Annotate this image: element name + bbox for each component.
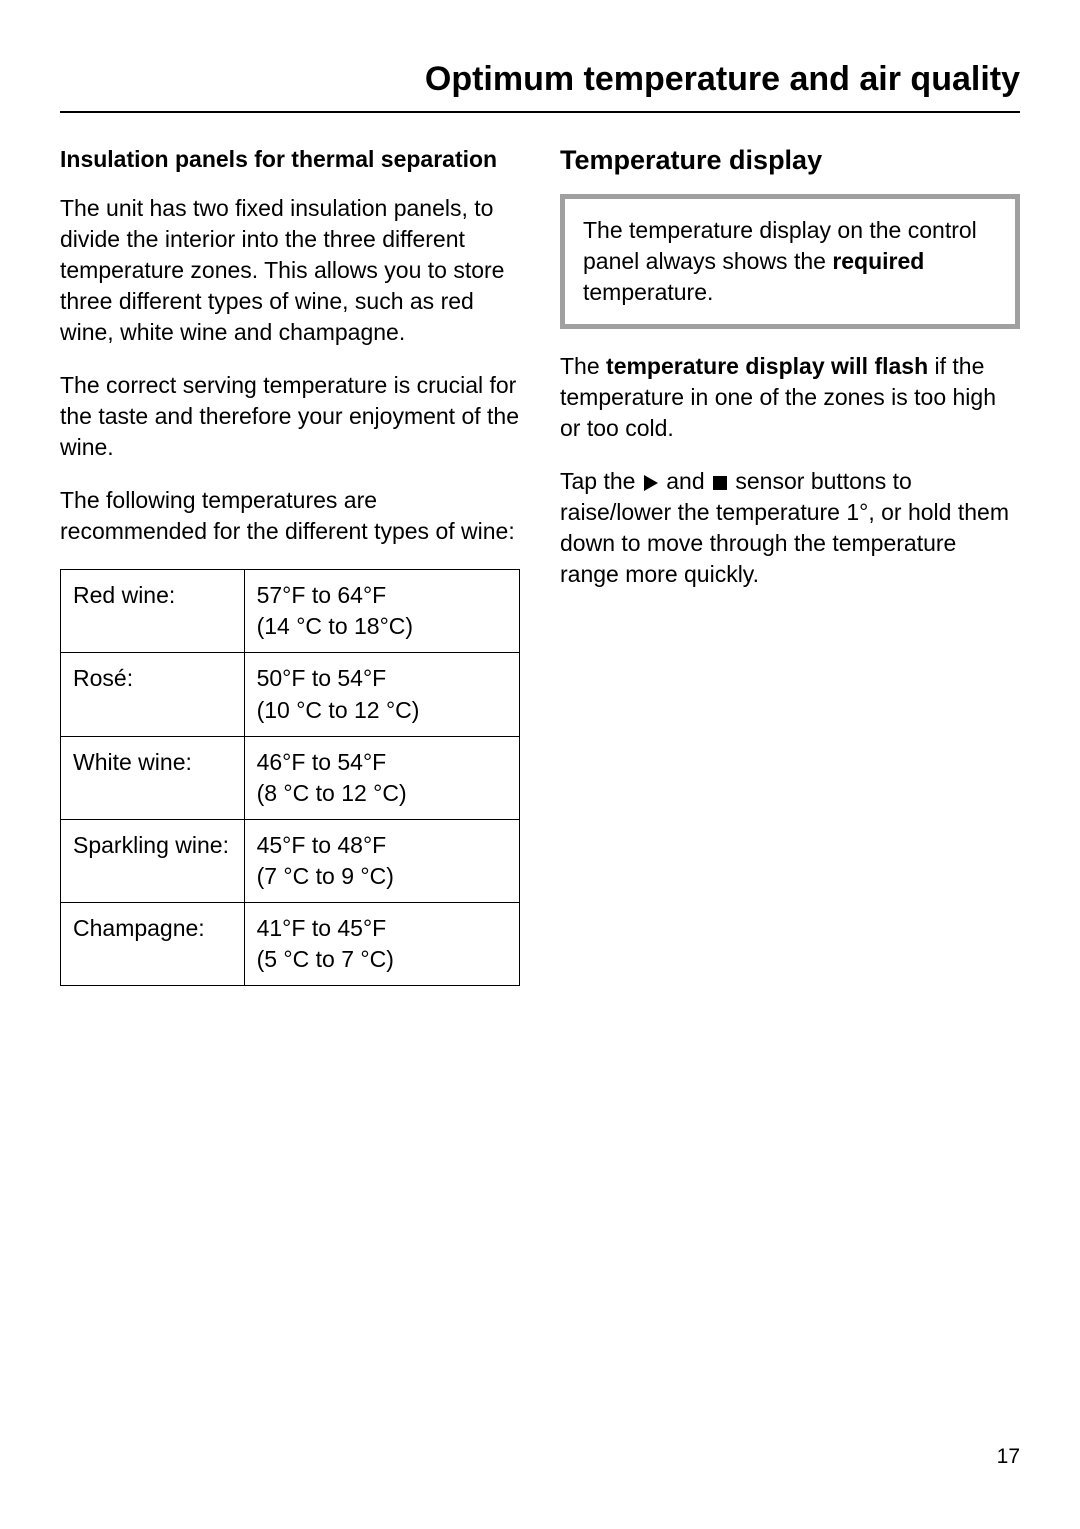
temperature-cell: 50°F to 54°F (10 °C to 12 °C) xyxy=(244,653,519,736)
page-number: 17 xyxy=(997,1445,1020,1469)
wine-type-cell: Champagne: xyxy=(61,902,245,985)
temperature-cell: 46°F to 54°F (8 °C to 12 °C) xyxy=(244,736,519,819)
triangle-right-icon xyxy=(644,475,658,491)
temperature-cell: 41°F to 45°F (5 °C to 7 °C) xyxy=(244,902,519,985)
insulation-p1: The unit has two fixed insulation panels… xyxy=(60,193,520,348)
content-columns: Insulation panels for thermal separation… xyxy=(60,145,1020,986)
sensor-buttons-paragraph: Tap the and sensor buttons to raise/lowe… xyxy=(560,466,1020,590)
wine-type-cell: Rosé: xyxy=(61,653,245,736)
table-row: Sparkling wine: 45°F to 48°F (7 °C to 9 … xyxy=(61,819,520,902)
table-row: Champagne: 41°F to 45°F (5 °C to 7 °C) xyxy=(61,902,520,985)
square-icon xyxy=(713,476,727,490)
callout-box: The temperature display on the control p… xyxy=(560,194,1020,329)
flash-paragraph: The temperature display will flash if th… xyxy=(560,351,1020,444)
insulation-heading: Insulation panels for thermal separation xyxy=(60,145,520,175)
wine-type-cell: Red wine: xyxy=(61,570,245,653)
table-row: Rosé: 50°F to 54°F (10 °C to 12 °C) xyxy=(61,653,520,736)
temperature-cell: 45°F to 48°F (7 °C to 9 °C) xyxy=(244,819,519,902)
page-title: Optimum temperature and air quality xyxy=(60,60,1020,113)
temperature-cell: 57°F to 64°F (14 °C to 18°C) xyxy=(244,570,519,653)
wine-type-cell: Sparkling wine: xyxy=(61,819,245,902)
table-row: White wine: 46°F to 54°F (8 °C to 12 °C) xyxy=(61,736,520,819)
insulation-p3: The following temperatures are recommend… xyxy=(60,485,520,547)
insulation-p2: The correct serving temperature is cruci… xyxy=(60,370,520,463)
right-column: Temperature display The temperature disp… xyxy=(560,145,1020,986)
table-row: Red wine: 57°F to 64°F (14 °C to 18°C) xyxy=(61,570,520,653)
left-column: Insulation panels for thermal separation… xyxy=(60,145,520,986)
callout-text: The temperature display on the control p… xyxy=(583,215,997,308)
temperature-display-heading: Temperature display xyxy=(560,145,1020,176)
wine-temperature-table: Red wine: 57°F to 64°F (14 °C to 18°C) R… xyxy=(60,569,520,985)
wine-type-cell: White wine: xyxy=(61,736,245,819)
